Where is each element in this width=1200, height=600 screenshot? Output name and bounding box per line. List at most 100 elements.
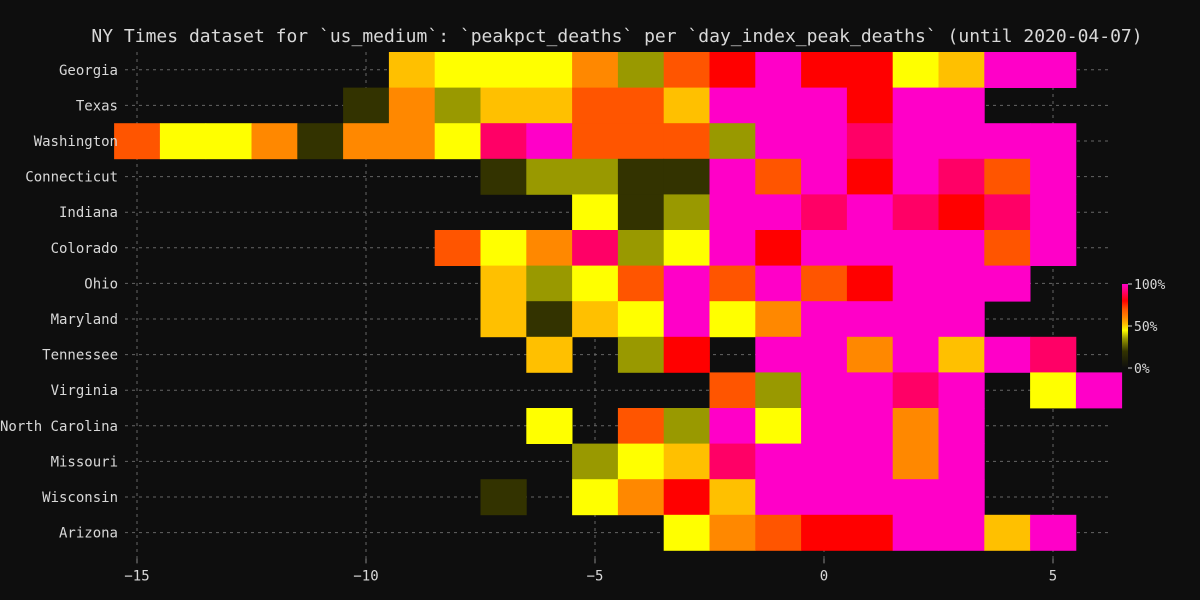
heatmap-cell: [846, 123, 894, 160]
heatmap-cell: [846, 479, 894, 516]
heatmap-cell: [663, 514, 710, 551]
heatmap-cell: [709, 372, 756, 409]
x-tick-label: 0: [820, 568, 828, 584]
heatmap-cell: [663, 301, 710, 338]
colorbar-gradient: [1122, 284, 1128, 368]
heatmap-cell: [617, 123, 665, 160]
heatmap-cell: [251, 123, 298, 160]
heatmap-cell: [709, 194, 756, 231]
heatmap-cell: [892, 336, 939, 373]
heatmap-cell: [663, 158, 710, 195]
heatmap-cell: [663, 265, 710, 302]
heatmap-cell: [846, 158, 894, 195]
heatmap-cell: [984, 265, 1031, 302]
heatmap-cell: [984, 514, 1031, 551]
heatmap-cell: [663, 443, 710, 480]
heatmap-cell: [755, 52, 802, 88]
heatmap-cell: [434, 230, 481, 266]
heatmap-cell: [984, 158, 1031, 195]
heatmap-cell: [617, 158, 665, 195]
heatmap-cell: [709, 265, 756, 302]
heatmap-cell: [572, 52, 619, 88]
heatmap-cell: [617, 194, 665, 231]
heatmap-cell: [572, 265, 619, 302]
heatmap-cell: [755, 514, 802, 551]
y-tick-label: Ohio: [84, 276, 118, 292]
heatmap-cell: [755, 265, 802, 302]
heatmap-cell: [892, 443, 939, 480]
heatmap-cell: [617, 265, 665, 302]
heatmap-cell: [709, 87, 756, 124]
heatmap-cell: [572, 123, 619, 160]
heatmap-cell: [755, 372, 802, 409]
heatmap-cell: [755, 336, 802, 373]
heatmap-cell: [526, 408, 573, 444]
heatmap-cell: [709, 514, 756, 551]
y-tick-label: Texas: [76, 98, 118, 114]
heatmap-cell: [1030, 230, 1077, 266]
heatmap-cell: [892, 158, 939, 195]
heatmap-cell: [938, 265, 985, 302]
heatmap-cell: [480, 158, 527, 195]
heatmap-cell: [846, 372, 894, 409]
heatmap-cell: [1030, 194, 1077, 231]
y-tick-label: Maryland: [51, 312, 118, 328]
heatmap-cell: [801, 479, 848, 516]
heatmap-cell: [663, 336, 710, 373]
heatmap-cell: [526, 87, 573, 124]
heatmap-cell: [938, 443, 985, 480]
heatmap-cell: [801, 372, 848, 409]
heatmap-cell: [755, 158, 802, 195]
heatmap-cell: [801, 230, 848, 266]
y-tick-label: Tennessee: [42, 348, 118, 364]
heatmap-cell: [892, 514, 939, 551]
y-tick-label: Colorado: [51, 241, 118, 257]
x-tick-label: −10: [353, 568, 378, 584]
heatmap-cell: [892, 123, 939, 160]
heatmap-cell: [938, 194, 985, 231]
heatmap-cell: [846, 336, 894, 373]
heatmap-cell: [938, 123, 985, 160]
heatmap-cell: [984, 52, 1031, 88]
heatmap-cell: [892, 301, 939, 338]
heatmap-cell: [846, 514, 894, 551]
heatmap-cell: [1030, 336, 1077, 373]
heatmap-cell: [480, 52, 527, 88]
heatmap-cell: [526, 301, 573, 338]
x-tick-label: −15: [124, 568, 149, 584]
heatmap-cell: [846, 408, 894, 444]
heatmap-cell: [755, 479, 802, 516]
heatmap-cell: [526, 52, 573, 88]
heatmap-cell: [892, 372, 939, 409]
heatmap-cell: [663, 52, 710, 88]
heatmap-cell: [434, 87, 481, 124]
heatmap-cell: [617, 479, 665, 516]
heatmap-cell: [755, 87, 802, 124]
colorbar-label: 100%: [1134, 278, 1165, 293]
heatmap-cell: [434, 123, 481, 160]
y-tick-label: Wisconsin: [42, 490, 118, 506]
colorbar-label: 50%: [1134, 320, 1158, 335]
heatmap-cell: [892, 230, 939, 266]
heatmap-cell: [480, 301, 527, 338]
y-tick-label: Virginia: [51, 383, 118, 399]
heatmap-cell: [892, 52, 939, 88]
x-axis-ticks: −15 −10 −5 0 5: [124, 558, 1057, 584]
colorbar-label: 0%: [1134, 362, 1150, 377]
heatmap-cell: [480, 479, 527, 516]
heatmap-cell: [984, 123, 1031, 160]
heatmap-cell: [1030, 123, 1077, 160]
heatmap-cell: [801, 123, 848, 160]
heatmap-cell: [938, 230, 985, 266]
y-tick-label: Connecticut: [25, 170, 118, 186]
heatmap-cell: [846, 265, 894, 302]
heatmap-cell: [846, 443, 894, 480]
heatmap-cell: [663, 194, 710, 231]
heatmap-cell: [205, 123, 252, 160]
heatmap-cell: [1075, 372, 1123, 409]
heatmap-cell: [938, 158, 985, 195]
heatmap-cell: [617, 408, 665, 444]
x-tick-label: −5: [587, 568, 604, 584]
heatmap-cell: [572, 194, 619, 231]
heatmap-cell: [801, 52, 848, 88]
